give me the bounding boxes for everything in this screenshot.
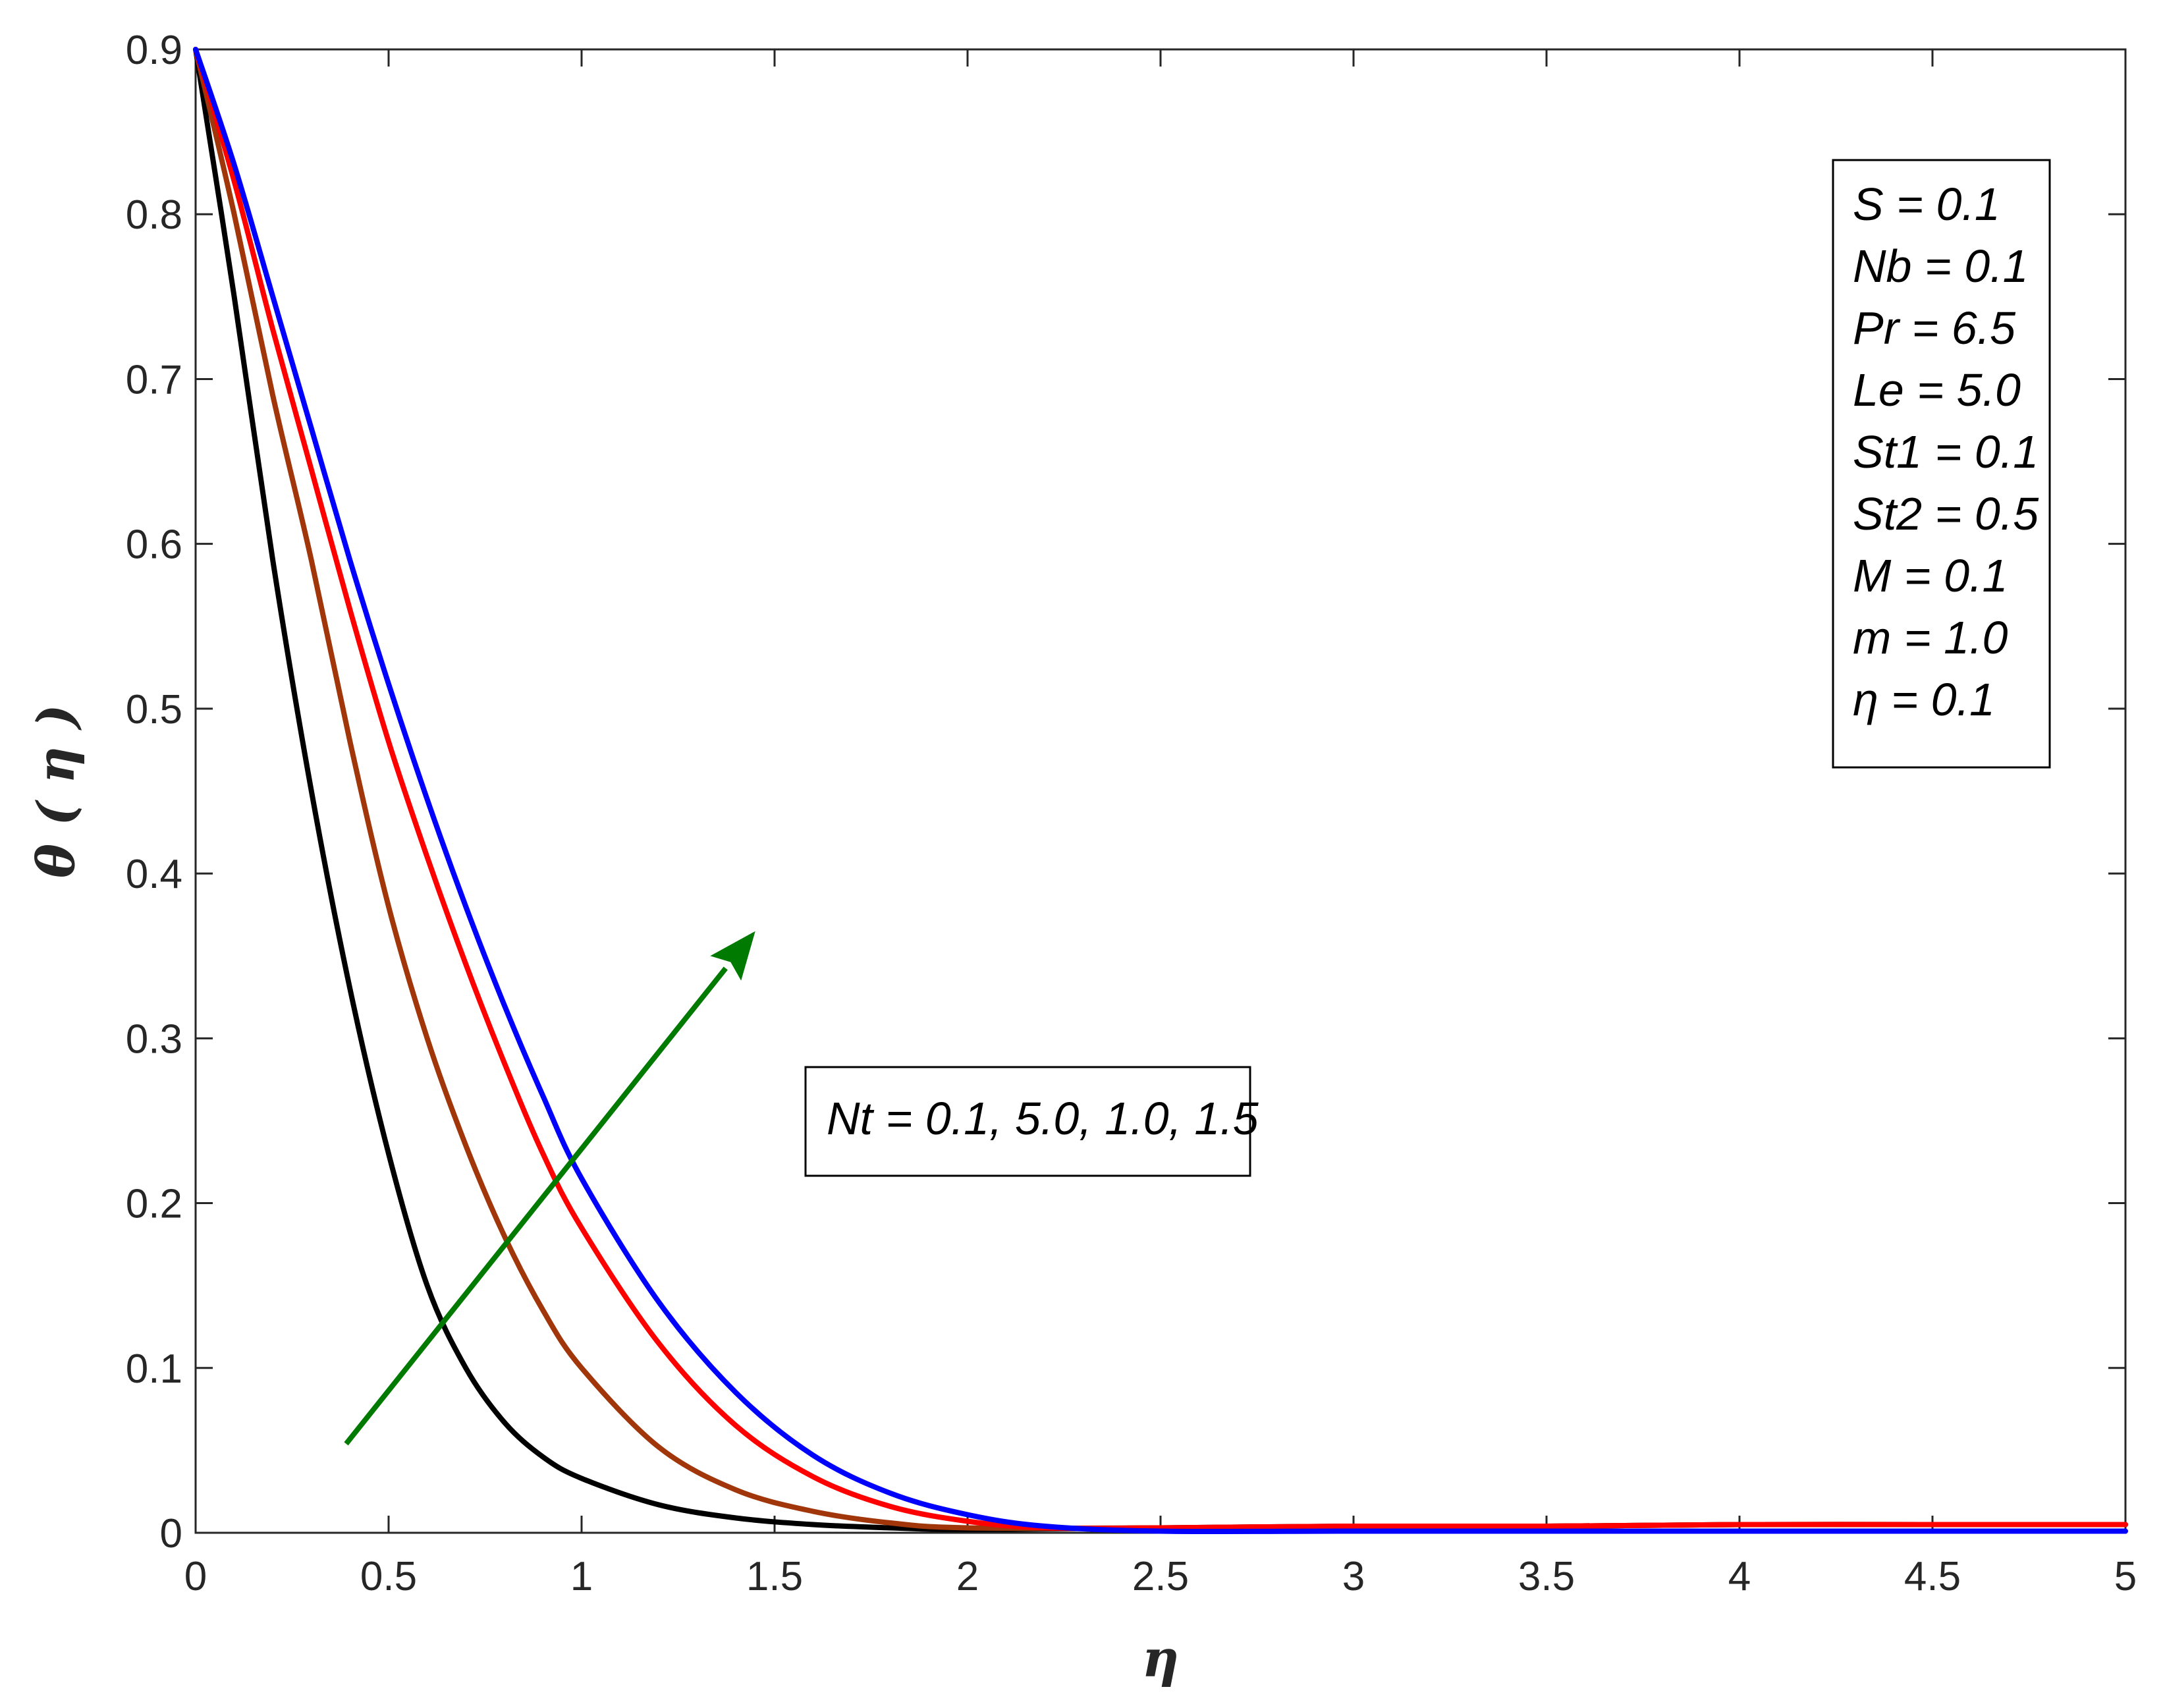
y-tick-label: 0.9 — [126, 28, 182, 73]
trend-arrow — [344, 931, 755, 1446]
x-tick-label: 2 — [956, 1554, 979, 1599]
x-tick-label: 3 — [1342, 1554, 1365, 1599]
y-tick-label: 0.3 — [126, 1016, 182, 1062]
x-tick-label: 5 — [2114, 1554, 2137, 1599]
nt-label-frame — [804, 1066, 1251, 1177]
plot-area — [194, 48, 2127, 1534]
series-line-3 — [193, 47, 2128, 1531]
y-axis-title: θ ( η ) — [26, 704, 86, 878]
x-axis-title: η — [1142, 1629, 1180, 1689]
y-tick-label: 0 — [160, 1511, 182, 1556]
param-m-lower: m = 1.0 — [1853, 612, 2008, 663]
x-tick-label: 4.5 — [1904, 1554, 1961, 1599]
series-lines — [193, 47, 2128, 1535]
param-nb: Nb = 0.1 — [1853, 240, 2029, 292]
param-m-upper: M = 0.1 — [1853, 550, 2008, 601]
x-tick-label: 3.5 — [1518, 1554, 1575, 1599]
param-le: Le = 5.0 — [1853, 364, 2021, 416]
y-tick-label: 0.6 — [126, 522, 182, 568]
y-tick-label: 0.5 — [126, 687, 182, 732]
x-tick-label: 4 — [1728, 1554, 1751, 1599]
x-tick-label: 1.5 — [746, 1554, 803, 1599]
trend-arrow-head — [710, 931, 755, 981]
y-tick-label: 0.4 — [126, 852, 182, 897]
param-pr: Pr = 6.5 — [1853, 302, 2016, 354]
series-line-4 — [193, 47, 2128, 1535]
param-s: S = 0.1 — [1853, 179, 2000, 230]
y-tick-label: 0.2 — [126, 1182, 182, 1227]
y-tick-label: 0.1 — [126, 1346, 182, 1392]
x-tick-label: 0.5 — [360, 1554, 417, 1599]
ticks: 0 0.5 1 1.5 2 2.5 3 3.5 4 4.5 5 0 0.1 0.2 0.3 0.4 0.5 0.6… — [126, 28, 2137, 1599]
x-tick-label: 0 — [184, 1554, 207, 1599]
param-st2: St2 = 0.5 — [1853, 488, 2039, 539]
x-tick-label: 2.5 — [1132, 1554, 1189, 1599]
parameter-box: S = 0.1 Nb = 0.1 Pr = 6.5 Le = 5.0 St1 =… — [1832, 159, 2051, 769]
y-tick-label: 0.8 — [126, 192, 182, 238]
param-eta: η = 0.1 — [1853, 674, 1995, 725]
x-tick-label: 1 — [570, 1554, 593, 1599]
trend-arrow-shaft — [344, 966, 728, 1446]
nt-label: Nt = 0.1, 5.0, 1.0, 1.5 — [827, 1093, 1259, 1144]
nt-label-box: Nt = 0.1, 5.0, 1.0, 1.5 — [804, 1066, 1259, 1177]
parameter-box-frame — [1832, 159, 2051, 769]
param-st1: St1 = 0.1 — [1853, 426, 2039, 478]
y-tick-label: 0.7 — [126, 357, 182, 402]
